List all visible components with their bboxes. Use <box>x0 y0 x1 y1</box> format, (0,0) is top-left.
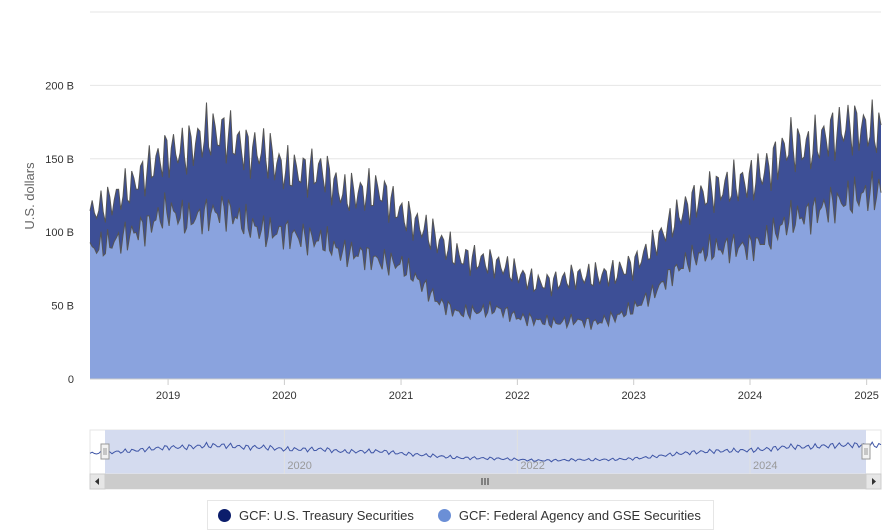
navigator-label: 2020 <box>287 460 311 472</box>
navigator-grid <box>283 430 751 474</box>
legend-dot-icon <box>218 508 231 522</box>
y-axis-ticks: 0 50 B 100 B 150 B 200 B <box>45 80 74 386</box>
navigator-labels: 2020 2022 2024 <box>287 460 777 472</box>
x-tick-label: 2022 <box>505 390 529 402</box>
plot-area <box>89 99 882 379</box>
navigator-series-line <box>89 441 882 463</box>
arrow-right-icon <box>872 478 876 485</box>
y-tick-label: 0 <box>68 374 74 386</box>
navigator-selection[interactable] <box>105 430 866 474</box>
y-tick-label: 200 B <box>45 80 74 92</box>
x-tick-label: 2025 <box>854 390 878 402</box>
navigator[interactable]: 2020 2022 2024 <box>89 429 882 475</box>
legend-item-agency[interactable]: GCF: Federal Agency and GSE Securities <box>437 507 701 523</box>
legend-label: GCF: U.S. Treasury Securities <box>239 507 414 523</box>
y-axis-label: U.S. dollars <box>22 162 37 230</box>
x-tick-label: 2023 <box>621 390 645 402</box>
legend-dot-icon <box>437 508 451 522</box>
x-axis-ticks: 2019 2020 2021 2022 2023 2024 2025 <box>156 379 879 402</box>
y-tick-label: 50 B <box>51 301 74 313</box>
series-area-treasury[interactable] <box>90 99 881 330</box>
y-tick-label: 150 B <box>45 154 74 166</box>
navigator-left-handle[interactable] <box>100 443 110 460</box>
x-tick-label: 2021 <box>389 390 413 402</box>
legend-label: GCF: Federal Agency and GSE Securities <box>458 507 701 523</box>
x-tick-label: 2020 <box>272 390 296 402</box>
legend: GCF: U.S. Treasury Securities GCF: Feder… <box>207 500 714 530</box>
arrow-left-icon <box>95 478 99 485</box>
series-line-treasury <box>89 99 882 297</box>
x-tick-label: 2019 <box>156 390 180 402</box>
scrollbar[interactable] <box>89 473 882 490</box>
navigator-label: 2024 <box>753 460 777 472</box>
legend-item-treasury[interactable]: GCF: U.S. Treasury Securities <box>218 508 414 523</box>
y-tick-label: 100 B <box>45 227 74 239</box>
navigator-right-handle[interactable] <box>861 443 871 460</box>
series-line-agency <box>89 171 882 330</box>
x-tick-label: 2024 <box>738 390 762 402</box>
navigator-label: 2022 <box>520 460 544 472</box>
